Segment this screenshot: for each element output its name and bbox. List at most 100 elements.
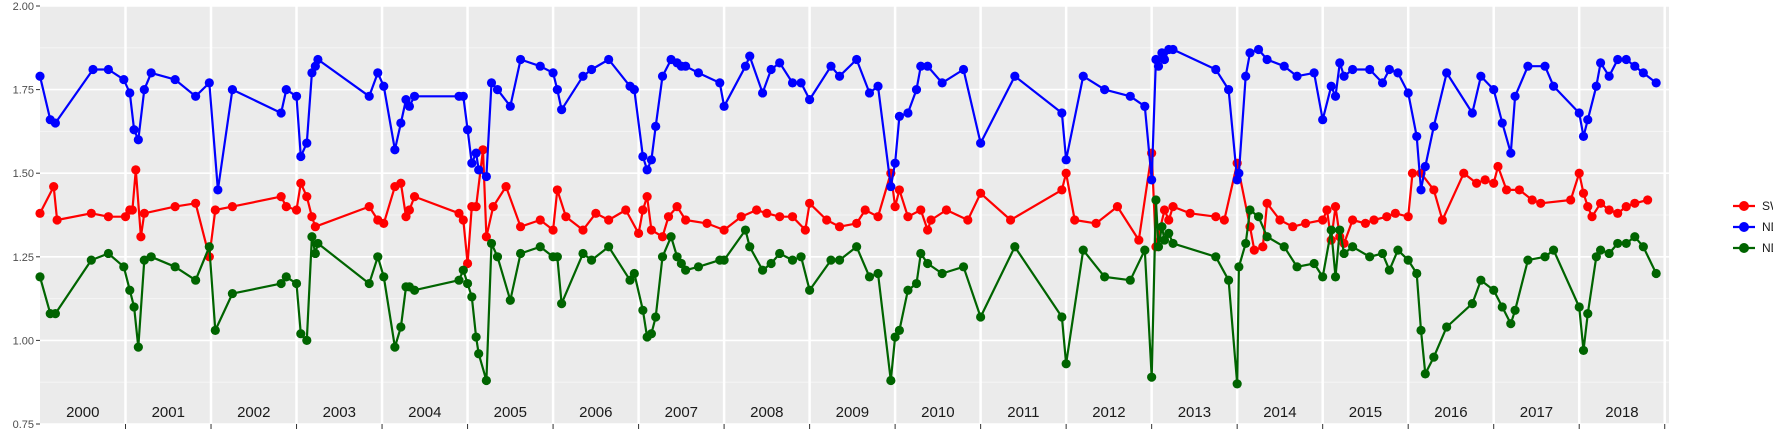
ndwi-point: [916, 248, 926, 259]
year-label: 2015: [1349, 404, 1382, 421]
ndvi-point: [693, 68, 704, 78]
ndwi-point: [276, 278, 286, 289]
ndvi-point: [1467, 108, 1477, 118]
ndwi-point: [886, 375, 896, 386]
ndwi-point: [604, 242, 614, 252]
ndwi-point: [1523, 255, 1533, 265]
ndvi-point: [213, 185, 223, 195]
ndwi-point: [873, 268, 883, 279]
ndwi-point: [657, 252, 668, 262]
ndwi-point: [1224, 275, 1234, 285]
swir-point: [894, 185, 904, 195]
swir-point: [1005, 215, 1016, 225]
ndvi-point: [1339, 71, 1349, 81]
ndwi-point: [676, 258, 686, 269]
ndwi-point: [1262, 232, 1272, 242]
y-axis: 0.75 1.00 1.25 1.50 1.75 2.00: [13, 1, 40, 431]
swir-point: [548, 225, 558, 235]
swir-point: [307, 212, 317, 222]
swir-point: [787, 212, 798, 222]
ndvi-point: [805, 95, 815, 105]
swir-point: [86, 208, 96, 218]
ndwi-line: [38, 198, 1658, 385]
ndvi-point: [629, 85, 639, 95]
swir-point: [471, 202, 481, 212]
swir-point: [941, 205, 952, 215]
ndvi-point: [826, 61, 836, 71]
ndwi-point: [1232, 379, 1242, 389]
ndwi-point: [462, 278, 473, 289]
ndvi-point: [119, 74, 129, 85]
ndwi-legend-label: NDWI: [1762, 241, 1773, 255]
ndwi-point: [1638, 242, 1648, 252]
ndvi-point: [903, 108, 913, 118]
ndvi-point: [719, 101, 729, 111]
year-label: 2013: [1178, 404, 1211, 421]
ndvi-point: [1245, 48, 1255, 58]
ndvi-point: [1234, 168, 1244, 178]
ndwi-point: [1595, 245, 1606, 255]
ndvi-point: [486, 78, 497, 88]
ndvi-point: [642, 165, 652, 175]
year-label: 2000: [66, 404, 99, 421]
ndwi-point: [481, 375, 491, 386]
swir-point: [1583, 202, 1593, 212]
ndwi-point: [826, 255, 836, 265]
ndvi-point: [796, 78, 806, 88]
swir-point: [775, 212, 785, 222]
swir-point: [1489, 178, 1499, 188]
swir-point: [1258, 242, 1268, 252]
swir-point: [926, 215, 936, 225]
year-label: 2006: [579, 404, 612, 421]
ndwi-point: [133, 342, 143, 352]
swir-legend-key: [1739, 201, 1749, 211]
ndwi-point: [1279, 242, 1289, 252]
ndwi-point: [1057, 312, 1067, 322]
ndvi-point: [1510, 91, 1520, 101]
ndvi-point: [1365, 64, 1375, 75]
ndvi-point: [1125, 91, 1135, 101]
swir-point: [860, 205, 870, 215]
y-tick-label: 1.75: [13, 85, 34, 97]
ndwi-point: [1489, 285, 1499, 295]
swir-point: [1493, 161, 1503, 172]
swir-point: [478, 145, 488, 155]
ndvi-point: [103, 64, 114, 75]
ndvi-point: [1318, 115, 1328, 125]
ndwi-point: [1613, 238, 1623, 249]
swir-point: [800, 225, 810, 235]
swir-point: [210, 205, 220, 215]
ndvi-legend-label: NDVI: [1762, 220, 1773, 234]
ndwi-point: [1393, 245, 1403, 255]
ndvi-point: [302, 138, 312, 148]
ndwi-point: [86, 255, 96, 265]
ndwi-point: [313, 238, 323, 249]
ndvi-point: [204, 78, 214, 88]
swir-point: [1407, 168, 1418, 178]
ndvi-point: [1638, 68, 1648, 78]
ndvi-point: [958, 64, 969, 75]
ndwi-point: [291, 278, 302, 289]
ndvi-point: [548, 68, 558, 78]
ndvi-point: [757, 88, 768, 98]
legend: SWIR NDVI NDWI: [1733, 199, 1773, 255]
ndvi-point: [373, 68, 383, 78]
year-label: 2017: [1520, 404, 1553, 421]
ndwi-point: [379, 272, 389, 282]
ndvi-point: [890, 158, 900, 168]
ndvi-point: [462, 125, 473, 135]
swir-point: [1164, 215, 1174, 225]
swir-point: [481, 232, 491, 242]
swir-point: [170, 202, 180, 212]
ndwi-legend-key: [1739, 243, 1749, 253]
ndvi-point: [937, 78, 947, 88]
swir-point: [1527, 195, 1537, 205]
swir-point: [191, 198, 201, 208]
ndvi-point: [1279, 61, 1289, 71]
ndwi-point: [1467, 299, 1477, 309]
ndwi-point: [1157, 222, 1167, 232]
ndvi-point: [481, 171, 491, 182]
ndvi-point: [535, 61, 545, 71]
ndwi-point: [139, 255, 149, 265]
ndwi-point: [364, 278, 374, 289]
